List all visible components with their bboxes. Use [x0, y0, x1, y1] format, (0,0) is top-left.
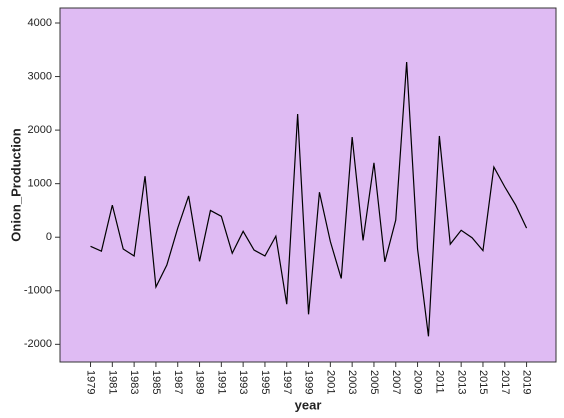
x-tick-label: 2019 — [521, 370, 533, 394]
x-axis-title: year — [295, 397, 322, 412]
x-tick-label: 1995 — [259, 370, 271, 394]
x-tick-label: 1999 — [303, 370, 315, 394]
y-tick-label: 1000 — [28, 178, 52, 190]
x-tick-label: 2003 — [346, 370, 358, 394]
y-tick-label: -1000 — [24, 285, 52, 297]
x-tick-label: 2017 — [499, 370, 511, 394]
x-tick-label: 1997 — [281, 370, 293, 394]
x-tick-label: 2009 — [412, 370, 424, 394]
x-tick-label: 2011 — [433, 370, 445, 394]
y-axis-title: Onion_Production — [8, 128, 23, 241]
x-tick-label: 2005 — [368, 370, 380, 394]
x-tick-label: 1983 — [128, 370, 140, 394]
y-tick-label: 0 — [46, 231, 52, 243]
x-tick-label: 1989 — [194, 370, 206, 394]
x-tick-label: 1987 — [172, 370, 184, 394]
x-tick-label: 1979 — [85, 370, 97, 394]
x-tick-label: 2013 — [455, 370, 467, 394]
x-tick-label: 2001 — [324, 370, 336, 394]
x-tick-label: 1985 — [150, 370, 162, 394]
x-tick-label: 1993 — [237, 370, 249, 394]
y-tick-label: 3000 — [28, 70, 52, 82]
x-tick-label: 2007 — [390, 370, 402, 394]
x-tick-label: 1981 — [106, 370, 118, 394]
y-tick-label: 2000 — [28, 124, 52, 136]
y-tick-label: -2000 — [24, 338, 52, 350]
data-line — [90, 62, 528, 337]
x-tick-label: 1991 — [215, 370, 227, 394]
x-tick-label: 2015 — [477, 370, 489, 394]
y-tick-label: 4000 — [28, 17, 52, 29]
